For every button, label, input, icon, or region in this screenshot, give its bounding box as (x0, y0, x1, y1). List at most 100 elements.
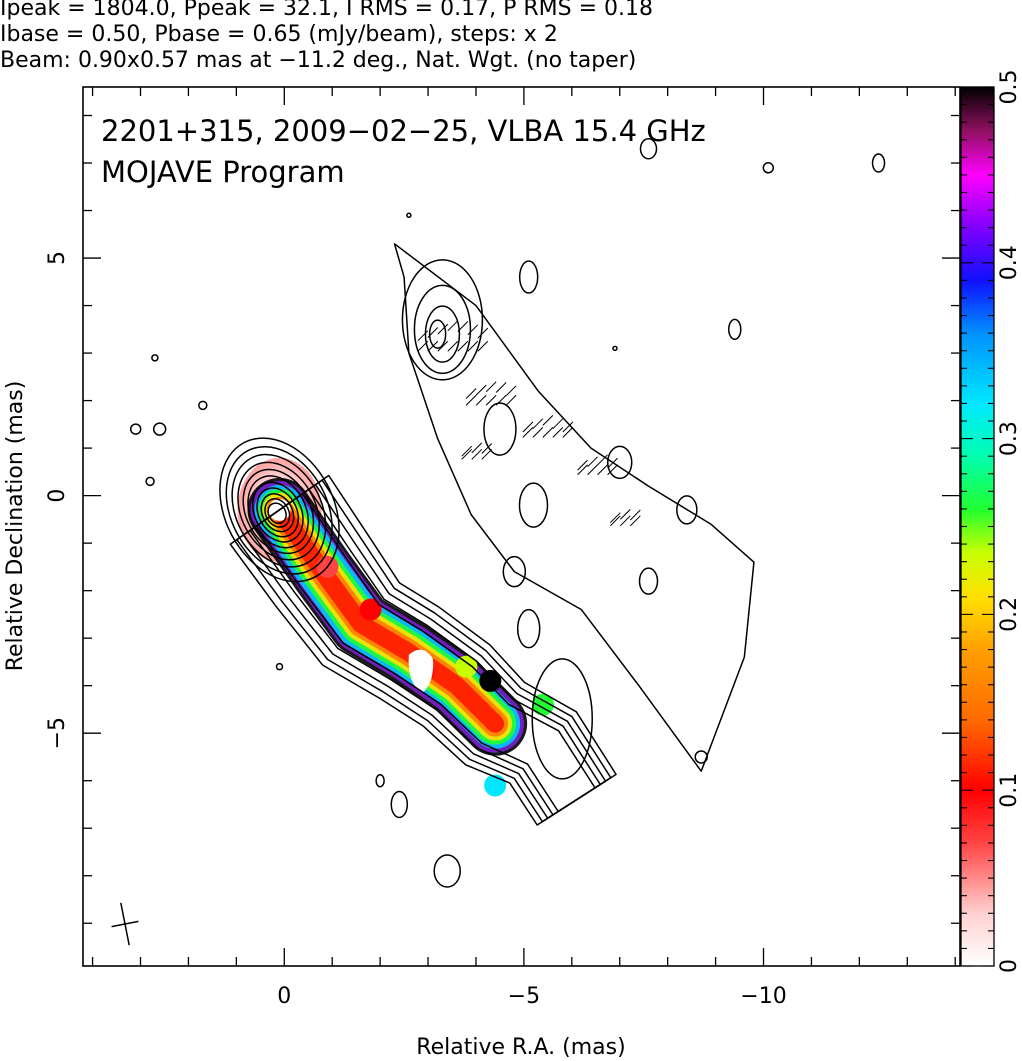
colorbar-tick-labels: 0 0.1 0.2 0.3 0.4 0.5 (997, 70, 1022, 974)
contour-knot (483, 402, 517, 456)
axis-tick-labels: 0 −5 −10 5 0 −5 (45, 251, 787, 1009)
fractional-polarization-layer (237, 457, 555, 797)
hatch-mark (532, 426, 544, 438)
contour-knot (428, 319, 447, 349)
hatch-mark (562, 426, 574, 438)
colorbar-ticks (961, 86, 994, 967)
hatch-mark (461, 445, 473, 457)
colorbar-tick-label: 0.5 (997, 70, 1022, 105)
colorbar-tick-label: 0 (997, 959, 1022, 973)
hatch-mark (477, 327, 489, 339)
contour-knot (606, 445, 633, 480)
contour-noise (129, 423, 142, 435)
hatch-mark (629, 515, 641, 527)
pol-region (479, 669, 502, 692)
y-tick-label: 0 (45, 489, 70, 503)
hatch-mark (597, 454, 608, 466)
hatch-mark (587, 464, 598, 476)
contour-jet (242, 483, 607, 820)
hatch-mark (619, 509, 631, 520)
contour-core (242, 468, 315, 555)
hatch-mark (607, 457, 618, 469)
contour-knot (531, 658, 593, 780)
contour-noise (406, 212, 412, 219)
contour-noise (694, 750, 708, 764)
hatch-mark (552, 418, 564, 430)
x-axis-label: Relative R.A. (mas) (416, 1035, 625, 1060)
hatch-mark (552, 426, 564, 438)
hatch-mark (475, 384, 487, 396)
contour-noise (145, 476, 155, 487)
hatch-mark (577, 464, 588, 476)
plot-contents (129, 138, 886, 888)
contour-noise (612, 345, 618, 352)
hatch-mark (607, 464, 618, 476)
contour-knot (516, 608, 541, 649)
hatch-mark (629, 509, 641, 521)
hatch-mark (447, 340, 459, 352)
contour-knot (518, 482, 549, 528)
header-line-2: Ibase = 0.50, Pbase = 0.65 (mJy/beam), s… (0, 22, 558, 47)
hatch-mark (467, 324, 479, 336)
hatch-mark (467, 340, 479, 352)
contour-knot (518, 260, 539, 294)
hatch-mark (477, 340, 489, 352)
axis-ticks (83, 87, 960, 966)
hatch-mark (417, 330, 429, 342)
pol-region (359, 598, 382, 621)
contour-core (237, 461, 321, 561)
hatch-mark (437, 323, 449, 335)
contour-knot (433, 854, 461, 888)
hatch-mark (457, 340, 469, 352)
hatch-mark (542, 414, 554, 426)
hatch-mark (609, 515, 621, 527)
contour-jet (236, 479, 612, 823)
contour-knot (375, 773, 385, 788)
contour-core (264, 498, 291, 528)
chart-subtitle: MOJAVE Program (101, 155, 345, 189)
y-tick-label: −5 (45, 717, 70, 749)
hatch-mark (437, 340, 449, 352)
contour-core (256, 487, 300, 538)
contour-knot (413, 284, 472, 375)
x-tick-label: −10 (740, 984, 786, 1009)
y-axis-label: Relative Declination (mas) (3, 381, 28, 672)
contour-knot (871, 153, 886, 173)
x-tick-label: 0 (277, 984, 291, 1009)
hatch-mark (417, 340, 429, 352)
beam-marker (111, 902, 139, 946)
hatch-mark (522, 421, 534, 433)
contour-knot (639, 138, 658, 160)
contour-knot (401, 259, 484, 381)
contour-core (225, 445, 333, 575)
hatch-mark (495, 382, 507, 393)
contour-jet (229, 474, 617, 826)
hatch-mark (471, 442, 483, 454)
hatch-mark (577, 459, 588, 471)
hatch-mark (485, 394, 497, 406)
colorbar-tick-label: 0.4 (997, 245, 1022, 280)
header-line-3: Beam: 0.90x0.57 mas at −11.2 deg., Nat. … (0, 48, 637, 73)
contour-knot (502, 555, 527, 588)
contour-knot (728, 318, 742, 341)
hatch-mark (542, 426, 554, 438)
contour-jet (255, 493, 596, 813)
hatch-mark (505, 385, 517, 397)
contour-knot (638, 567, 659, 595)
contour-core (219, 437, 340, 583)
hatch-mark (481, 443, 493, 454)
hatch-mark (427, 340, 439, 352)
hatch-mark (481, 448, 493, 460)
colorbar-tick-label: 0.3 (997, 421, 1022, 456)
contour-noise (151, 354, 159, 362)
hatch-mark (505, 394, 517, 406)
hatch-mark (522, 426, 534, 438)
chart-title: 2201+315, 2009−02−25, VLBA 15.4 GHz (101, 114, 706, 148)
hatch-mark (485, 381, 497, 393)
header-line-1: Ipeak = 1804.0, Ppeak = 32.1, I RMS = 0.… (0, 0, 653, 21)
contour-knot (424, 305, 461, 363)
hatch-mark (457, 321, 469, 332)
hatch-mark (475, 394, 487, 406)
hatch-mark (461, 448, 473, 460)
